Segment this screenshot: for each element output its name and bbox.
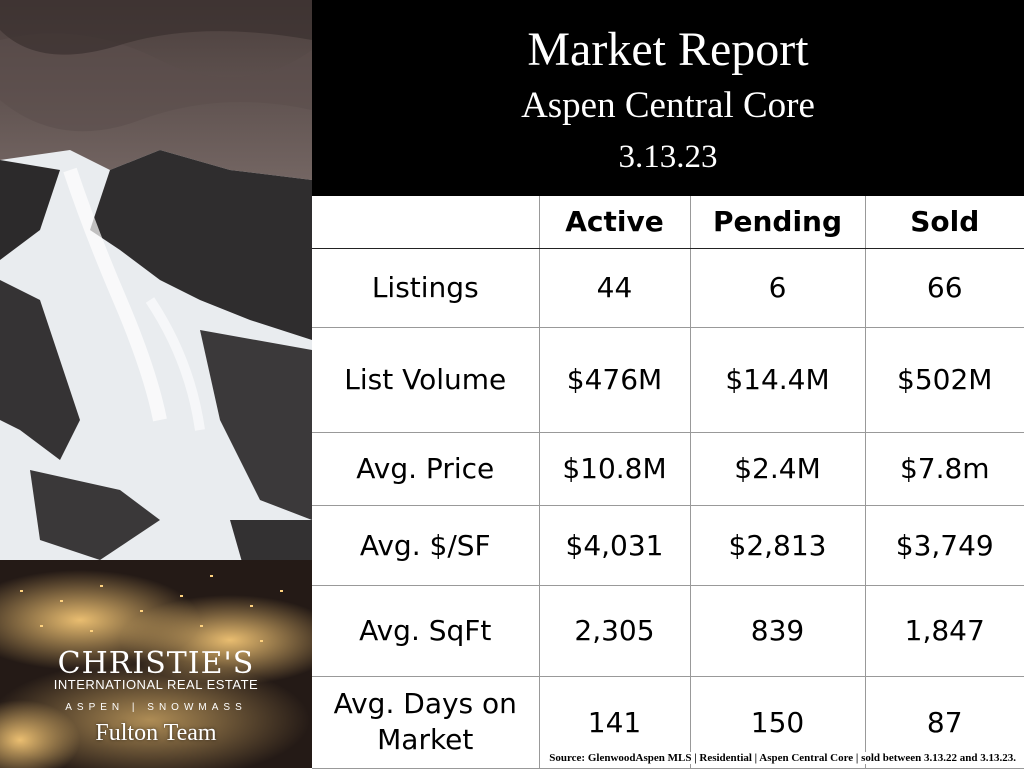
market-report-table: Active Pending Sold Listings 44 6 66 Lis…: [312, 196, 1024, 769]
cell-pending: $14.4M: [689, 326, 866, 433]
table-row-avg-sqft: Avg. SqFt 2,305 839 1,847: [312, 584, 1024, 677]
row-label: Avg. SqFt: [312, 584, 540, 677]
brand-location: ASPEN | SNOWMASS: [65, 702, 247, 713]
source-note: Source: GlenwoodAspen MLS | Residential …: [549, 752, 1016, 764]
brand-logo-sub: INTERNATIONAL REAL ESTATE: [53, 677, 259, 692]
cell-active: 44: [538, 247, 691, 328]
cell-active: $476M: [538, 326, 691, 433]
table-row-listings: Listings 44 6 66: [312, 247, 1024, 328]
cell-sold: $7.8m: [864, 431, 1024, 506]
column-header-sold: Sold: [864, 196, 1024, 249]
mountain-town-photo: CHRISTIE'S INTERNATIONAL REAL ESTATE ASP…: [0, 0, 312, 768]
cell-active: $4,031: [538, 504, 691, 586]
table-row-avg-price: Avg. Price $10.8M $2.4M $7.8m: [312, 431, 1024, 506]
column-header-active: Active: [538, 196, 691, 249]
report-header: Market Report Aspen Central Core 3.13.23: [312, 0, 1024, 196]
column-header-empty: [312, 196, 540, 249]
brand-team-name: Fulton Team: [95, 720, 217, 746]
cell-sold: $3,749: [864, 504, 1024, 586]
row-label: Listings: [312, 247, 540, 328]
cell-active: 2,305: [538, 584, 691, 677]
row-label: Avg. Price: [312, 431, 540, 506]
cell-sold: 1,847: [864, 584, 1024, 677]
cell-pending: 839: [689, 584, 866, 677]
table-row-avg-price-per-sf: Avg. $/SF $4,031 $2,813 $3,749: [312, 504, 1024, 586]
row-label: List Volume: [312, 326, 540, 433]
cell-pending: $2.4M: [689, 431, 866, 506]
page-title: Market Report: [527, 23, 809, 76]
column-header-pending: Pending: [689, 196, 866, 249]
cell-pending: 6: [689, 247, 866, 328]
cell-sold: 66: [864, 247, 1024, 328]
row-label: Avg. $/SF: [312, 504, 540, 586]
brand-logo-main: CHRISTIE'S: [57, 646, 255, 681]
table-row-list-volume: List Volume $476M $14.4M $502M: [312, 326, 1024, 433]
table-header-row: Active Pending Sold: [312, 196, 1024, 249]
cell-active: $10.8M: [538, 431, 691, 506]
report-date: 3.13.23: [618, 139, 718, 175]
page-subtitle: Aspen Central Core: [521, 85, 815, 126]
mountain-scene-icon: [0, 0, 312, 768]
row-label: Avg. Days on Market: [312, 675, 540, 769]
cell-pending: $2,813: [689, 504, 866, 586]
cell-sold: $502M: [864, 326, 1024, 433]
